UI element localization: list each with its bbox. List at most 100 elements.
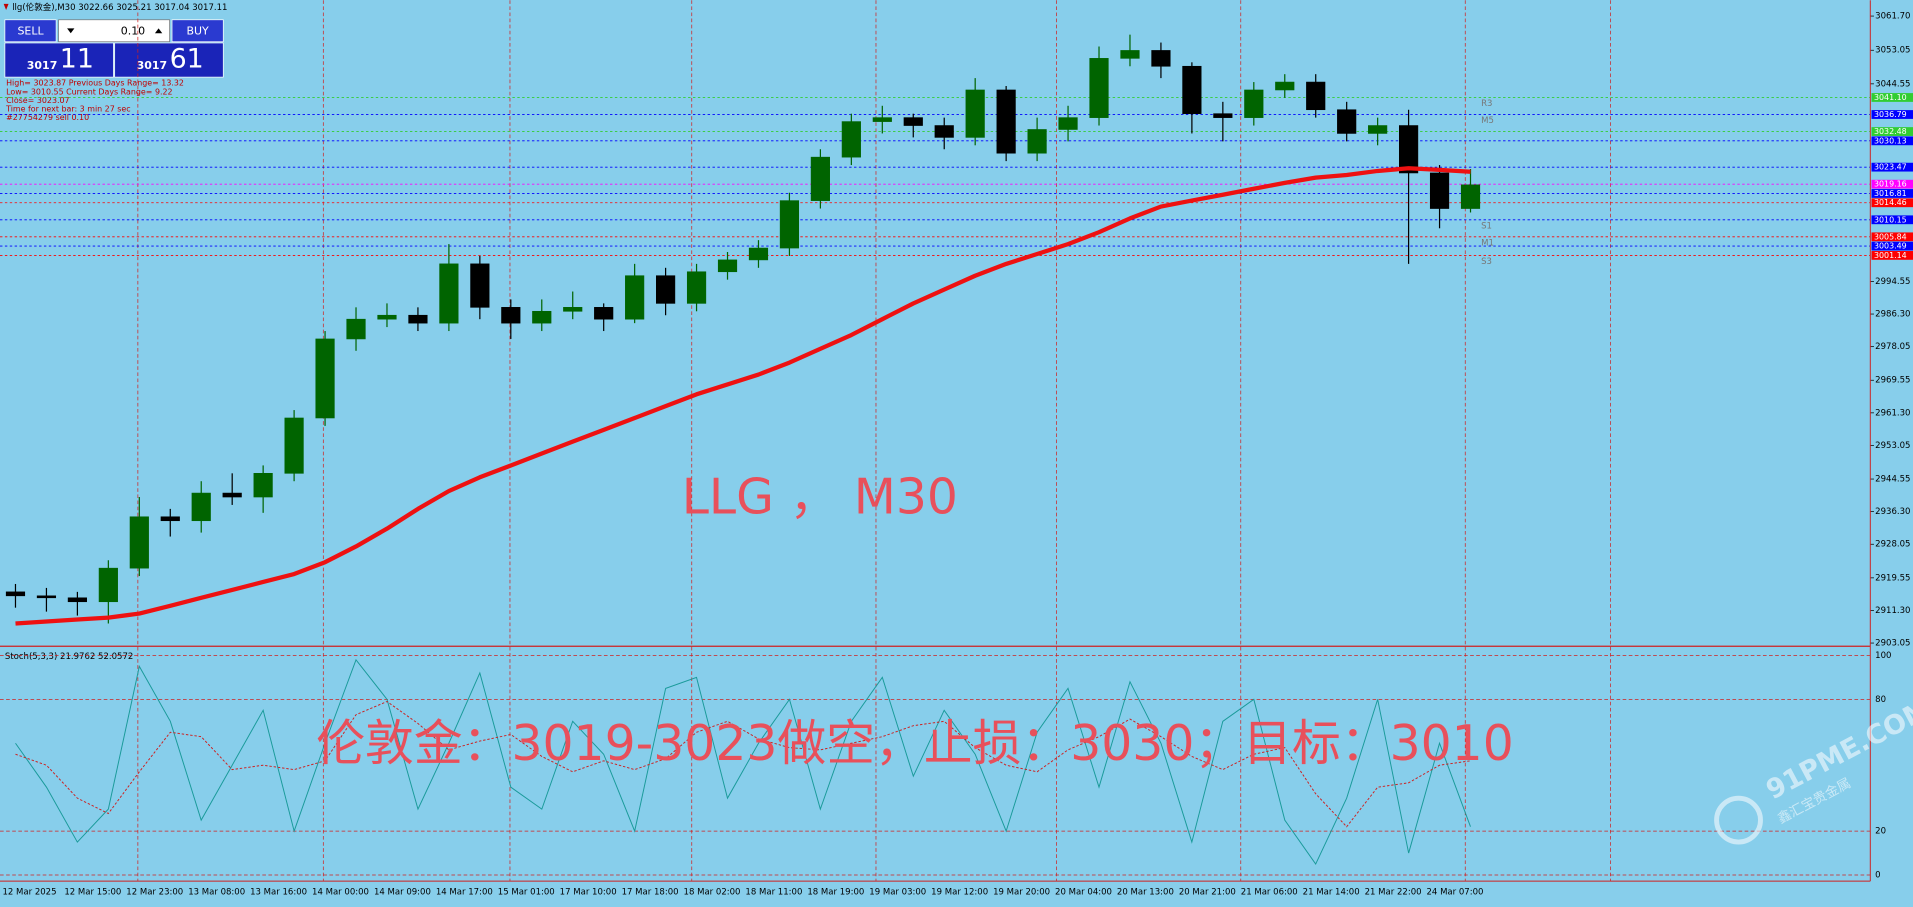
candle-body [129,516,149,569]
candle-body [501,307,521,324]
chart-label: LLG ， M30 [682,468,958,525]
y-tick-label: 2969.55 [1875,376,1910,386]
y-tick-label: 0 [1875,871,1880,881]
x-tick-label: 12 Mar 2025 [2,888,56,898]
y-tick-label: 2944.55 [1875,475,1910,485]
candle-body [1399,125,1419,174]
candle-body [779,200,800,249]
x-tick-label: 21 Mar 22:00 [1365,888,1422,898]
y-tick-label: 3061.70 [1875,12,1910,22]
candle-body [377,314,397,320]
buy-button[interactable] [171,19,224,43]
sell-label[interactable]: SELL [17,24,44,37]
y-tick-label: 2978.05 [1875,342,1910,352]
y-tick-label: 3053.05 [1875,46,1910,56]
moving-average [15,166,1471,626]
candle-body [1429,172,1450,209]
ask-box[interactable] [114,42,224,78]
y-tick-label: 2986.30 [1875,310,1910,320]
info-line: High= 3023.87 Previous Days Range= 13.32 [6,79,184,88]
lot-down[interactable] [67,28,75,34]
level-label: 3019.16 [1874,180,1907,189]
lot-input[interactable] [58,19,170,43]
candle-body [748,247,769,261]
trade-panel: SELL 0.10 BUY 3017 11 3017 61 [4,19,224,78]
candle-body [1460,184,1481,209]
stoch-panel: Stoch(5,3,3) 21.9762 52.0572 0 20 80 100 [0,651,1891,881]
x-tick-label: 20 Mar 21:00 [1179,888,1236,898]
pivot-label: M1 [1481,238,1494,248]
x-tick-label: 15 Mar 01:00 [498,888,555,898]
y-tick-label: 2953.05 [1875,441,1910,451]
bid-box[interactable] [4,42,114,78]
y-tick-label: 100 [1875,651,1891,661]
level-tag [1871,198,1913,208]
info-line: #27754279 sell 0.10 [6,113,89,122]
x-tick-label: 18 Mar 11:00 [745,888,802,898]
level-label: 3014.46 [1874,198,1907,207]
candle-body [1306,81,1326,111]
y-tick-label: 2994.55 [1875,277,1910,287]
info-line: Close= 3023.07 [6,96,70,105]
candle-body [253,473,273,498]
sell-button[interactable] [4,19,57,43]
watermark-logo [1714,795,1763,845]
candle-body [315,338,335,419]
candle-body [36,595,57,599]
ask-pips[interactable]: 61 [170,44,204,75]
x-tick-label: 17 Mar 18:00 [622,888,679,898]
level-label: 3030.13 [1874,136,1907,145]
candle-body [5,591,26,597]
bid-main[interactable]: 3017 [27,59,58,72]
x-tick-label: 18 Mar 02:00 [684,888,741,898]
candle-body [67,597,87,603]
stoch-line [15,658,1471,866]
level-label: 3001.14 [1874,251,1907,260]
x-tick-label: 12 Mar 23:00 [126,888,183,898]
x-tick-label: 19 Mar 03:00 [869,888,926,898]
bid-pips[interactable]: 11 [60,44,94,75]
y-tick-label: 3044.55 [1875,79,1910,89]
candle-body [1275,81,1295,91]
level-label: 3032.48 [1874,127,1907,136]
info-block: High= 3023.87 Previous Days Range= 13.32… [5,79,184,122]
candle-body [903,117,923,126]
info-line: Time for next bar: 3 min 27 sec [5,104,131,113]
x-tick-label: 17 Mar 10:00 [560,888,617,898]
pivot-label: R3 [1481,99,1492,109]
candle-body [439,263,459,324]
x-tick-label: 13 Mar 08:00 [188,888,245,898]
candle-body [1213,113,1233,118]
candle-body [563,307,583,312]
candle-body [284,417,304,474]
x-tick-label: 13 Mar 16:00 [250,888,307,898]
level-tag [1871,179,1913,189]
lot-value[interactable]: 0.10 [121,24,145,37]
level-tag [1871,232,1913,242]
level-label: 3023.47 [1874,163,1907,172]
level-tag [1871,162,1913,172]
y-tick-label: 2903.05 [1875,639,1910,649]
info-line: Low= 3010.55 Current Days Range= 9.22 [6,87,173,96]
pivot-label: M5 [1481,116,1494,126]
x-tick-label: 14 Mar 17:00 [436,888,493,898]
x-tick-label: 14 Mar 09:00 [374,888,431,898]
x-tick-label: 21 Mar 14:00 [1303,888,1360,898]
candle-body [160,516,180,522]
lot-up[interactable] [154,28,163,34]
candle-body [1337,109,1357,134]
candle-body [346,318,366,340]
candle-body [191,492,211,522]
header-arrow [3,3,9,11]
level-tag [1871,110,1913,119]
buy-label[interactable]: BUY [187,24,210,37]
ask-main[interactable]: 3017 [137,59,168,72]
x-tick-label: 24 Mar 07:00 [1427,888,1484,898]
stoch-line [15,700,1471,828]
candle-body [222,492,242,498]
candle-body [1120,50,1140,59]
candle-body [532,310,552,324]
